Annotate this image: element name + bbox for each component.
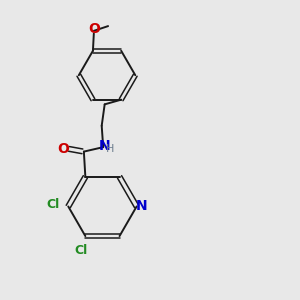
Text: H: H [106, 144, 114, 154]
Text: Cl: Cl [75, 244, 88, 256]
Text: N: N [99, 139, 110, 153]
Text: O: O [88, 22, 100, 36]
Text: N: N [136, 200, 148, 214]
Text: Cl: Cl [47, 198, 60, 211]
Text: O: O [57, 142, 69, 156]
